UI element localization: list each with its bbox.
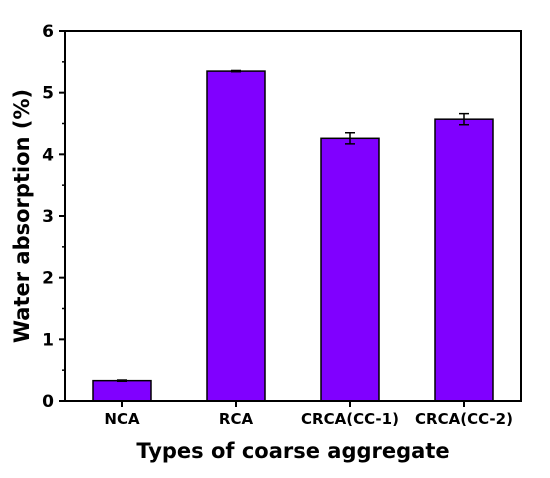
- y-tick-label: 5: [42, 84, 54, 104]
- bars-layer: [92, 70, 494, 402]
- x-tick-label: CRCA(CC-2): [415, 410, 513, 428]
- y-tick-label: 1: [42, 330, 54, 350]
- y-axis-title: Water absorption (%): [10, 89, 34, 343]
- y-tick-label: 4: [42, 145, 54, 165]
- x-tick-label: NCA: [104, 410, 140, 428]
- x-axis-title: Types of coarse aggregate: [136, 439, 449, 463]
- bar-crca-cc-1: [320, 137, 380, 402]
- x-tick-label: RCA: [219, 410, 254, 428]
- error-bars-layer: [117, 69, 469, 383]
- y-tick-label: 3: [42, 207, 54, 227]
- bar-nca: [92, 379, 152, 402]
- y-tick-label: 6: [42, 22, 54, 42]
- y-axis-ticks: 0 1 2 3 4 5 6: [42, 22, 65, 412]
- y-tick-label: 0: [42, 392, 54, 412]
- bar-crca-cc-2: [434, 118, 494, 402]
- bar-rca: [206, 70, 266, 402]
- x-axis-ticks: NCA RCA CRCA(CC-1) CRCA(CC-2): [104, 401, 513, 428]
- x-tick-label: CRCA(CC-1): [301, 410, 399, 428]
- y-tick-label: 2: [42, 269, 54, 289]
